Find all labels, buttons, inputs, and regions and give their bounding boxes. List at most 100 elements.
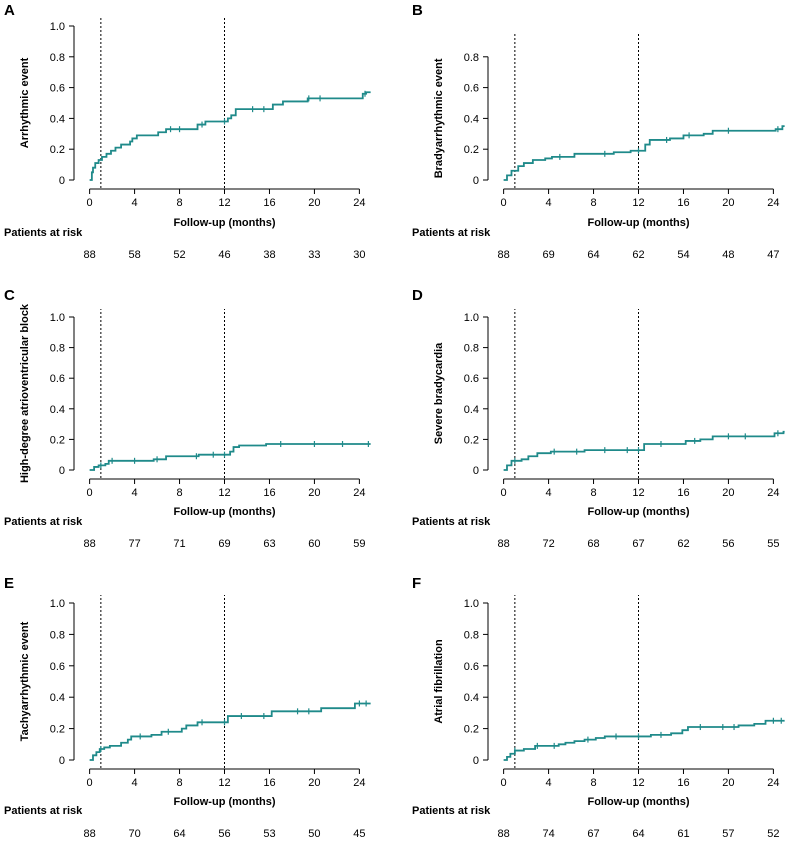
y-axis-label: Tachyarrhythmic event xyxy=(19,621,31,741)
y-tick-label: 0.2 xyxy=(50,144,65,156)
risk-table-label: Patients at risk xyxy=(412,805,491,817)
risk-count: 38 xyxy=(263,249,275,261)
x-tick-label: 16 xyxy=(263,197,275,209)
y-tick-label: 0.8 xyxy=(50,52,65,64)
risk-count: 67 xyxy=(587,828,599,840)
x-tick-label: 20 xyxy=(722,487,734,499)
y-tick-label: 1.0 xyxy=(50,598,65,610)
risk-count: 54 xyxy=(677,249,689,261)
risk-count: 64 xyxy=(173,828,185,840)
y-axis-label: Bradyarrhythmic event xyxy=(433,58,445,178)
x-tick-label: 12 xyxy=(218,197,230,209)
y-tick-label: 0.4 xyxy=(50,113,65,125)
risk-count: 56 xyxy=(218,828,230,840)
y-tick-label: 0 xyxy=(473,465,479,477)
y-tick-label: 1.0 xyxy=(464,312,479,324)
x-tick-label: 16 xyxy=(677,487,689,499)
x-tick-label: 24 xyxy=(767,197,779,209)
y-tick-label: 0.6 xyxy=(464,661,479,673)
x-axis-label: Follow-up (months) xyxy=(173,217,275,229)
risk-count: 48 xyxy=(722,249,734,261)
risk-count: 71 xyxy=(173,538,185,550)
x-tick-label: 20 xyxy=(308,487,320,499)
y-tick-label: 0.4 xyxy=(464,692,479,704)
x-tick-label: 12 xyxy=(218,487,230,499)
panel-letter: C xyxy=(4,287,15,304)
risk-count: 57 xyxy=(722,828,734,840)
x-tick-label: 4 xyxy=(132,197,138,209)
risk-count: 88 xyxy=(497,828,509,840)
x-tick-label: 4 xyxy=(546,487,552,499)
risk-count: 47 xyxy=(767,249,779,261)
risk-count: 52 xyxy=(173,249,185,261)
risk-count: 30 xyxy=(353,249,365,261)
x-axis-label: Follow-up (months) xyxy=(587,506,689,518)
y-tick-label: 1.0 xyxy=(50,21,65,33)
risk-count: 74 xyxy=(542,828,554,840)
y-tick-label: 0.2 xyxy=(464,434,479,446)
y-tick-label: 0 xyxy=(59,465,65,477)
risk-count: 62 xyxy=(677,538,689,550)
x-tick-label: 12 xyxy=(632,197,644,209)
risk-count: 64 xyxy=(587,249,599,261)
x-tick-label: 4 xyxy=(546,197,552,209)
y-tick-label: 0.6 xyxy=(464,373,479,385)
panel-letter: A xyxy=(4,2,15,19)
x-tick-label: 4 xyxy=(132,777,138,789)
risk-count: 61 xyxy=(677,828,689,840)
y-tick-label: 0.4 xyxy=(50,692,65,704)
risk-count: 88 xyxy=(83,538,95,550)
x-tick-label: 8 xyxy=(176,197,182,209)
x-tick-label: 16 xyxy=(677,777,689,789)
x-tick-label: 20 xyxy=(308,777,320,789)
x-tick-label: 8 xyxy=(590,197,596,209)
y-tick-label: 0 xyxy=(59,755,65,767)
y-tick-label: 0.4 xyxy=(464,404,479,416)
x-tick-label: 0 xyxy=(501,197,507,209)
x-axis-label: Follow-up (months) xyxy=(587,217,689,229)
y-tick-label: 0.2 xyxy=(50,724,65,736)
risk-count: 70 xyxy=(128,828,140,840)
x-tick-label: 4 xyxy=(546,777,552,789)
panel-letter: E xyxy=(4,575,14,592)
y-tick-label: 0.8 xyxy=(464,343,479,355)
risk-count: 52 xyxy=(767,828,779,840)
y-tick-label: 0.2 xyxy=(464,724,479,736)
x-tick-label: 20 xyxy=(722,197,734,209)
x-tick-label: 16 xyxy=(263,777,275,789)
risk-table-label: Patients at risk xyxy=(4,516,83,528)
y-tick-label: 0.4 xyxy=(464,113,479,125)
risk-count: 55 xyxy=(767,538,779,550)
risk-count: 58 xyxy=(128,249,140,261)
chart-panel-a: A 0 0.2 0.4 0.6 0.8 1.0 Arrhythmic event 0 4 8 12 16… xyxy=(4,2,371,261)
x-tick-label: 24 xyxy=(767,487,779,499)
x-tick-label: 24 xyxy=(353,487,365,499)
risk-count: 62 xyxy=(632,249,644,261)
km-curve xyxy=(89,443,371,471)
risk-count: 69 xyxy=(542,249,554,261)
x-tick-label: 0 xyxy=(87,197,93,209)
risk-count: 50 xyxy=(308,828,320,840)
x-tick-label: 12 xyxy=(632,487,644,499)
x-tick-label: 16 xyxy=(677,197,689,209)
y-tick-label: 0.6 xyxy=(50,83,65,95)
chart-panel-f: F 0 0.2 0.4 0.6 0.8 1.0 Atrial fibrillation 0 4 8 1… xyxy=(412,575,785,840)
risk-count: 33 xyxy=(308,249,320,261)
chart-panel-c: C 0 0.2 0.4 0.6 0.8 1.0 High-degree atrioventri… xyxy=(4,287,371,550)
x-tick-label: 8 xyxy=(176,487,182,499)
x-tick-label: 20 xyxy=(308,197,320,209)
y-tick-label: 1.0 xyxy=(50,312,65,324)
x-tick-label: 8 xyxy=(176,777,182,789)
y-axis-label: Atrial fibrillation xyxy=(433,639,445,724)
risk-count: 45 xyxy=(353,828,365,840)
x-tick-label: 20 xyxy=(722,777,734,789)
panel-letter: B xyxy=(412,2,423,19)
x-tick-label: 8 xyxy=(590,777,596,789)
risk-count: 77 xyxy=(128,538,140,550)
x-tick-label: 16 xyxy=(263,487,275,499)
y-tick-label: 0.8 xyxy=(464,52,479,64)
km-curve xyxy=(503,125,785,181)
y-tick-label: 0 xyxy=(473,175,479,187)
